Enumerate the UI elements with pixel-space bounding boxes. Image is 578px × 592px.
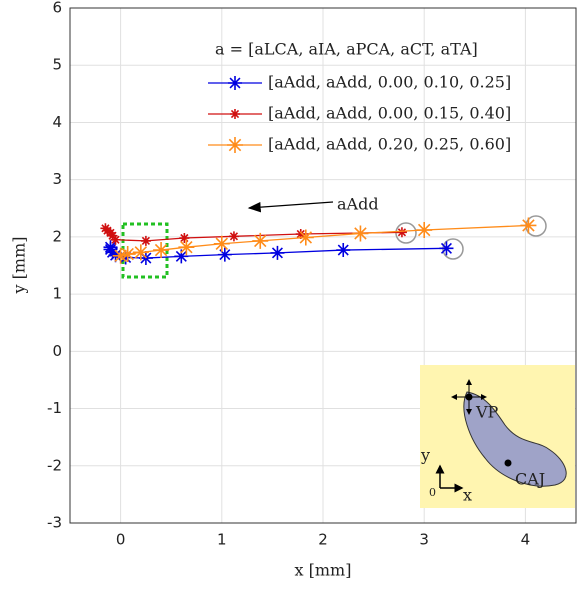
- y-tick-label: 2: [52, 227, 62, 245]
- point: [336, 243, 351, 258]
- point: [295, 229, 306, 240]
- point: [270, 245, 285, 260]
- point: [352, 225, 369, 242]
- legend-title: a = [aLCA, aIA, aPCA, aCT, aTA]: [215, 40, 478, 59]
- point: [140, 235, 151, 246]
- legend-marker: [230, 109, 240, 119]
- inset-label: x: [463, 486, 472, 505]
- inset-label: CAJ: [515, 470, 545, 489]
- inset-label: y: [420, 446, 430, 465]
- x-tick-label: 1: [217, 531, 227, 549]
- x-tick-label: 3: [419, 531, 429, 549]
- point: [213, 235, 230, 252]
- point: [118, 250, 133, 265]
- point: [100, 223, 111, 234]
- y-tick-label: 6: [52, 0, 62, 17]
- y-tick-label: -2: [47, 456, 62, 474]
- inset-label: 0: [429, 486, 436, 499]
- y-tick-label: 4: [52, 113, 62, 131]
- x-axis-label: x [mm]: [295, 561, 352, 580]
- point: [396, 227, 407, 238]
- point: [217, 247, 232, 262]
- y-tick-label: 1: [52, 285, 62, 303]
- x-tick-label: 0: [116, 531, 126, 549]
- y-axis-label: y [mm]: [10, 237, 29, 295]
- point: [179, 233, 190, 244]
- point: [132, 244, 149, 261]
- point: [520, 217, 537, 234]
- point: [103, 240, 118, 255]
- y-tick-label: -3: [47, 514, 62, 532]
- point: [439, 241, 454, 256]
- x-tick-label: 2: [318, 531, 328, 549]
- inset-label: VP: [475, 403, 499, 422]
- plot-frame: [69, 7, 577, 524]
- annotation: aAdd: [337, 195, 379, 214]
- point: [112, 247, 129, 264]
- inset-shape: [463, 391, 567, 487]
- x-tick-label: 4: [521, 531, 531, 549]
- legend-label: [aAdd, aAdd, 0.00, 0.10, 0.25]: [268, 73, 511, 92]
- legend-label: [aAdd, aAdd, 0.20, 0.25, 0.60]: [268, 135, 511, 154]
- point: [174, 249, 189, 264]
- point: [297, 229, 314, 246]
- point: [119, 246, 136, 263]
- legend-marker: [228, 76, 242, 90]
- arrow: [247, 201, 334, 213]
- y-tick-label: -1: [47, 399, 62, 417]
- caj-point: [504, 459, 512, 467]
- y-tick-label: 0: [52, 342, 62, 360]
- point: [178, 239, 195, 256]
- legend-label: [aAdd, aAdd, 0.00, 0.15, 0.40]: [268, 104, 511, 123]
- legend-marker: [227, 137, 243, 153]
- y-tick-label: 5: [52, 56, 62, 74]
- point: [228, 231, 239, 242]
- point: [416, 222, 433, 239]
- y-tick-label: 3: [52, 170, 62, 188]
- point: [153, 242, 170, 259]
- point: [252, 232, 269, 249]
- inset: VP CAJ y x 0: [420, 365, 575, 508]
